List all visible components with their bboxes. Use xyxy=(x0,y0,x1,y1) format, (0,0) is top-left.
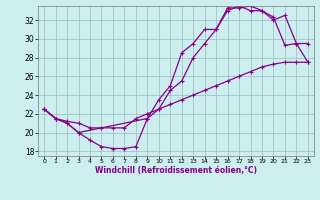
X-axis label: Windchill (Refroidissement éolien,°C): Windchill (Refroidissement éolien,°C) xyxy=(95,166,257,175)
